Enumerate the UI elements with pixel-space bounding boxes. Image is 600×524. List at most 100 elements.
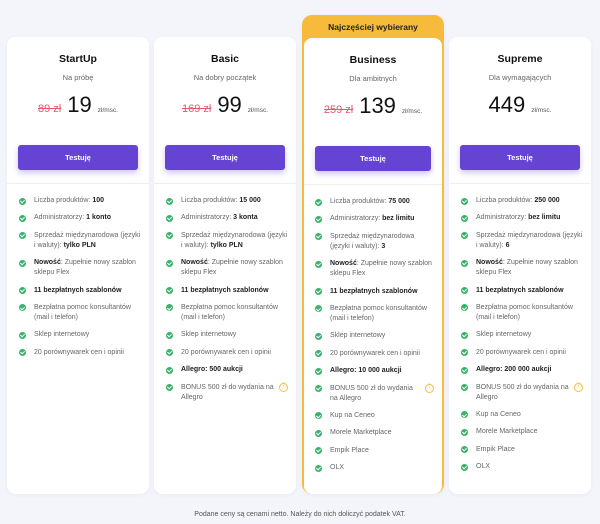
feature-text: : Zupełnie nowy szablon sklepu Flex <box>476 259 578 277</box>
feature-item: Administratorzy: bez limitu <box>315 214 434 224</box>
price-unit: zł/msc. <box>531 107 552 114</box>
feature-item: Nowość: Zupełnie nowy szablon sklepu Fle… <box>19 258 141 278</box>
feature-item: Sklep internetowy <box>315 331 434 341</box>
feature-text: Sprzedaż międzynarodowa (języki i waluty… <box>330 232 415 250</box>
check-icon <box>315 464 322 472</box>
check-icon <box>315 332 322 340</box>
footer-note: Podane ceny są cenami netto. Należy do n… <box>194 511 406 518</box>
feature-item: Sprzedaż międzynarodowa (języki i waluty… <box>166 231 288 251</box>
feature-item: OLX <box>315 463 434 473</box>
check-icon <box>166 349 173 357</box>
feature-text: : Zupełnie nowy szablon sklepu Flex <box>181 259 283 277</box>
feature-text: Morele Marketplace <box>330 429 392 437</box>
feature-item: Nowość: Zupełnie nowy szablon sklepu Fle… <box>315 259 434 279</box>
feature-text: Sklep internetowy <box>34 331 90 339</box>
feature-item: Sklep internetowy <box>461 330 583 340</box>
plan-card-supreme: Supreme Dla wymagających 449 zł/msc. Tes… <box>449 37 591 494</box>
feature-text-bold: Nowość <box>330 260 357 268</box>
feature-text-bold: 75 000 <box>388 198 410 205</box>
check-icon <box>315 350 322 358</box>
try-button[interactable]: Testuję <box>315 146 431 171</box>
info-icon[interactable]: ⓘ <box>425 383 434 393</box>
feature-item: Empik Place <box>461 445 583 455</box>
check-icon <box>166 384 173 392</box>
check-icon <box>461 446 468 454</box>
feature-item: Nowość: Zupełnie nowy szablon sklepu Fle… <box>166 258 288 278</box>
feature-text-bold: 11 bezpłatnych szablonów <box>476 286 564 294</box>
check-icon <box>315 385 322 393</box>
check-icon <box>461 232 468 240</box>
feature-text-bold: Nowość <box>181 259 208 267</box>
feature-text: Sprzedaż międzynarodowa (języki i waluty… <box>181 231 288 249</box>
feature-item: 20 porównywarek cen i opinii <box>461 348 583 358</box>
feature-text-bold: bez limitu <box>528 214 561 222</box>
plan-name: Supreme <box>497 53 543 65</box>
current-price: 139 <box>359 93 396 118</box>
check-icon <box>461 428 468 436</box>
check-icon <box>461 304 468 312</box>
check-icon <box>166 304 173 312</box>
plan-tagline: Dla wymagających <box>488 73 552 82</box>
feature-text-bold: 11 bezpłatnych szablonów <box>181 286 269 294</box>
feature-item: Allegro: 200 000 aukcji <box>461 365 583 375</box>
price-unit: zł/msc. <box>247 107 269 114</box>
feature-text: Morele Marketplace <box>476 428 538 436</box>
check-icon <box>315 429 322 437</box>
feature-text-bold: tylko PLN <box>210 241 243 249</box>
check-icon <box>315 215 322 223</box>
feature-item: Bezpłatna pomoc konsultantów (mail i tel… <box>19 303 141 323</box>
check-icon <box>19 259 26 267</box>
check-icon <box>461 463 468 471</box>
feature-item: 20 porównywarek cen i opinii <box>166 348 288 358</box>
feature-text: Liczba produktów: <box>476 197 535 204</box>
price: 449 zł/msc. <box>449 92 591 120</box>
most-popular-badge: Najczęściej wybierany <box>328 22 418 32</box>
check-icon <box>461 331 468 339</box>
feature-item: Bezpłatna pomoc konsultantów (mail i tel… <box>166 303 288 323</box>
feature-item: OLX <box>461 462 583 472</box>
feature-text: Administratorzy: <box>181 214 234 222</box>
try-button[interactable]: Testuję <box>18 145 138 170</box>
feature-text: 20 porównywarek cen i opinii <box>181 348 271 356</box>
check-icon <box>315 260 322 268</box>
feature-text: Administratorzy: <box>476 214 529 222</box>
divider <box>304 184 442 185</box>
feature-text: OLX <box>330 464 345 472</box>
price: 259 zł 139 zł/msc. <box>304 93 442 121</box>
feature-text: Empik Place <box>476 445 515 453</box>
feature-text-bold: 3 konta <box>233 214 258 222</box>
check-icon <box>315 233 322 241</box>
feature-item: Sprzedaż międzynarodowa (języki i waluty… <box>19 231 141 251</box>
feature-text-bold: Nowość <box>476 259 503 267</box>
check-icon <box>461 366 468 374</box>
check-icon <box>166 232 173 240</box>
check-icon <box>461 287 468 295</box>
feature-item: 11 bezpłatnych szablonów <box>315 287 434 297</box>
feature-item: 11 bezpłatnych szablonów <box>166 286 288 296</box>
feature-item: Kup na Ceneo <box>461 410 583 420</box>
feature-item: Bezpłatna pomoc konsultantów (mail i tel… <box>315 304 434 324</box>
old-price: 169 zł <box>181 103 212 115</box>
check-icon <box>19 331 26 339</box>
feature-text-bold: 15 000 <box>239 197 261 204</box>
plan-tagline: Dla ambitnych <box>349 74 397 83</box>
price: 89 zł 19 zł/msc. <box>7 92 149 120</box>
check-icon <box>166 331 173 339</box>
try-button[interactable]: Testuję <box>460 145 580 170</box>
info-icon[interactable]: ⓘ <box>574 382 583 392</box>
feature-text-bold: tylko PLN <box>63 241 96 249</box>
feature-item: 11 bezpłatnych szablonów <box>461 286 583 296</box>
check-icon <box>19 214 26 222</box>
check-icon <box>19 304 26 312</box>
feature-text: Sklep internetowy <box>181 331 237 339</box>
info-icon[interactable]: ⓘ <box>279 382 288 392</box>
feature-text: Bezpłatna pomoc konsultantów (mail i tel… <box>181 303 278 321</box>
check-icon <box>461 214 468 222</box>
divider <box>449 183 591 184</box>
price-unit: zł/msc. <box>97 107 118 114</box>
try-button[interactable]: Testuję <box>165 145 285 170</box>
divider <box>7 183 149 184</box>
feature-item: Kup na Ceneo <box>315 411 434 421</box>
feature-text-bold: 100 <box>92 197 105 204</box>
feature-item: Sklep internetowy <box>166 330 288 340</box>
